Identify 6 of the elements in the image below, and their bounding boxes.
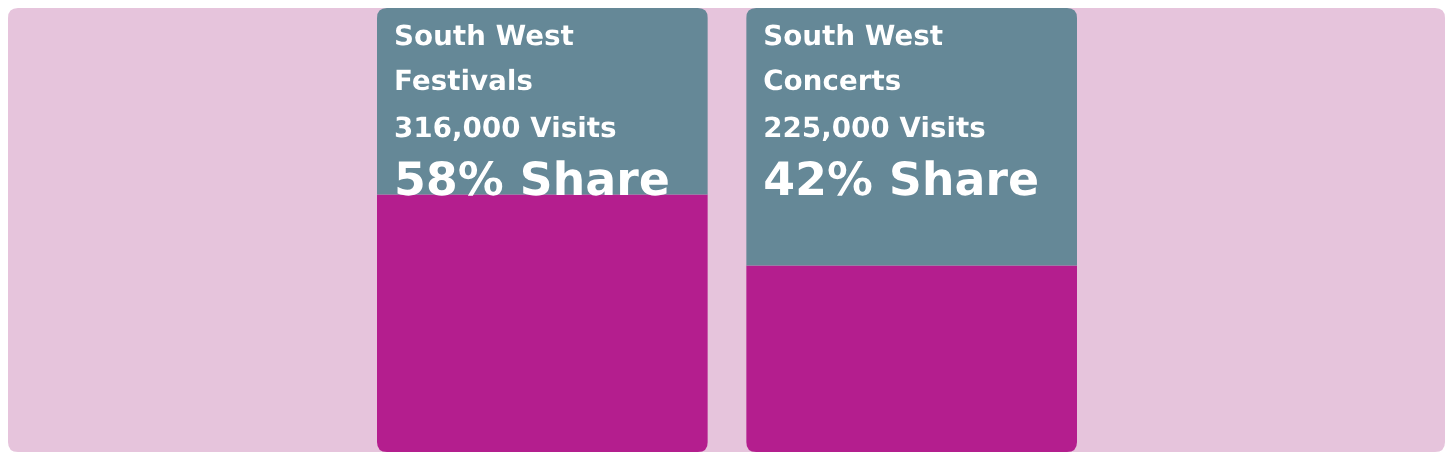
annotation: 225,000 Visits xyxy=(765,115,985,141)
x-tick-label: South West Festivals xyxy=(395,24,574,91)
x-tick-label: South West Concerts xyxy=(764,24,943,91)
data-label: 42% Share xyxy=(765,160,1037,196)
data-label: 58% Share xyxy=(397,160,668,196)
annotation: 316,000 Visits xyxy=(395,115,616,141)
